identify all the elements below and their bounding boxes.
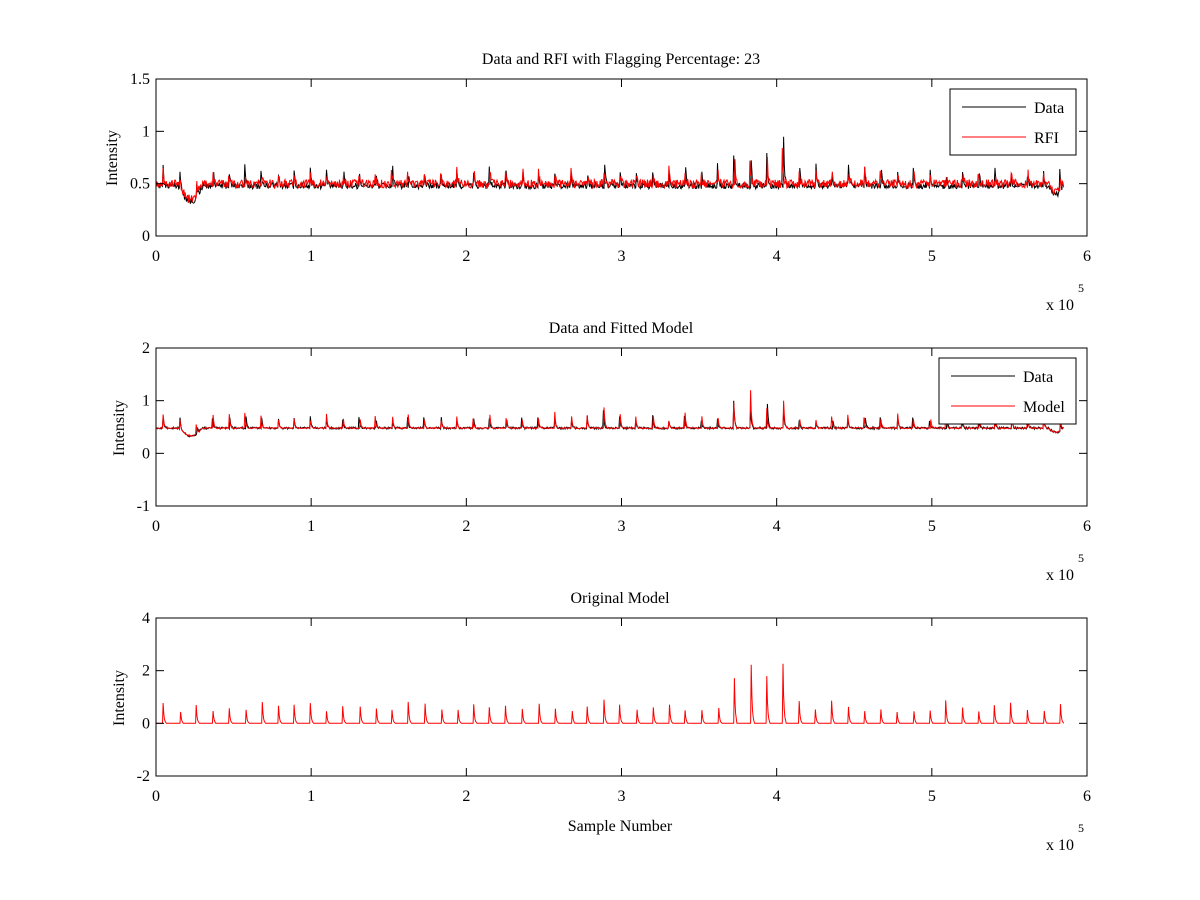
legend-label-model: Model [1023, 399, 1065, 416]
panel-3-series-model-line [156, 663, 1065, 724]
panel-1-xtick-label: 4 [773, 248, 781, 265]
panel-2-xscale-label: x 10 [1046, 567, 1074, 584]
panel-2-ytick-label: 2 [142, 340, 150, 357]
panel-2-ylabel: Intensity [111, 400, 128, 456]
panel-3-xtick-label: 1 [307, 788, 315, 805]
panel-3-xtick-label: 6 [1083, 788, 1091, 805]
legend-label-rfi: RFI [1034, 130, 1059, 147]
panel-2-legend: Data Model [938, 357, 1077, 425]
panel-2-xtick-label: 4 [773, 518, 781, 535]
panel-2-ytick-label: 1 [142, 393, 150, 410]
panel-3-title: Original Model [570, 590, 670, 607]
panel-3-ytick-label: 0 [142, 715, 150, 732]
panel-2-legend-box [938, 357, 1077, 425]
legend-label-data: Data [1023, 369, 1053, 386]
panel-1-ylabel: Intensity [104, 130, 121, 186]
panel-2-xtick-label: 5 [928, 518, 936, 535]
panel-1-xtick-label: 0 [152, 248, 160, 265]
panel-3-ytick-label: 2 [142, 663, 150, 680]
panel-1-legend: Data RFI [949, 88, 1077, 156]
panel-3-xtick-label: 5 [928, 788, 936, 805]
panel-1-xtick-label: 1 [307, 248, 315, 265]
panel-3-ytick-label: 4 [142, 610, 150, 627]
panel-2-xtick-label: 1 [307, 518, 315, 535]
panel-2-xtick-label: 6 [1083, 518, 1091, 535]
panel-2-series-model-line [156, 390, 1065, 438]
panel-2-xtick-label: 2 [462, 518, 470, 535]
panel-1-series-data-line [156, 136, 1065, 204]
panel-2-xtick-label: 3 [618, 518, 626, 535]
panel-2-xtick-label: 0 [152, 518, 160, 535]
panel-1-legend-box [949, 88, 1077, 156]
panel-1-xtick-label: 2 [462, 248, 470, 265]
panel-1-xscale-exp: 5 [1078, 281, 1084, 295]
panel-1-ytick-label: 1 [142, 123, 150, 140]
panel-2-xscale-exp: 5 [1078, 551, 1084, 565]
panel-1-xscale-label: x 10 [1046, 297, 1074, 314]
panel-3-xscale-label: x 10 [1046, 837, 1074, 854]
panel-1-xtick-label: 6 [1083, 248, 1091, 265]
panel-2-ytick-label: 0 [142, 445, 150, 462]
panel-1-xtick-label: 5 [928, 248, 936, 265]
panel-1-ytick-label: 1.5 [130, 71, 150, 88]
panel-2: Data and Fitted Model Intensity x 10 5 0… [111, 320, 1091, 584]
panel-3-xlabel: Sample Number [568, 818, 673, 835]
panel-3-xtick-label: 3 [618, 788, 626, 805]
panel-1-plot: 0 1 2 3 4 5 6 0 0.5 1 1.5 [130, 71, 1091, 265]
panel-3: Original Model Intensity Sample Number x… [111, 590, 1091, 854]
panel-1: Data and RFI with Flagging Percentage: 2… [104, 51, 1091, 314]
panel-3-xtick-label: 4 [773, 788, 781, 805]
panel-3-xscale-exp: 5 [1078, 821, 1084, 835]
panel-1-ytick-label: 0 [142, 228, 150, 245]
panel-3-ylabel: Intensity [111, 670, 128, 726]
panel-3-xtick-label: 0 [152, 788, 160, 805]
panel-3-ytick-label: -2 [137, 768, 150, 785]
panel-1-title: Data and RFI with Flagging Percentage: 2… [482, 51, 760, 68]
legend-label-data: Data [1034, 100, 1064, 117]
panel-1-xtick-label: 3 [618, 248, 626, 265]
panel-2-ytick-label: -1 [137, 498, 150, 515]
panel-1-series-rfi-line [156, 147, 1065, 203]
panel-1-ytick-label: 0.5 [130, 176, 150, 193]
panel-2-title: Data and Fitted Model [549, 320, 694, 337]
panel-3-xtick-label: 2 [462, 788, 470, 805]
